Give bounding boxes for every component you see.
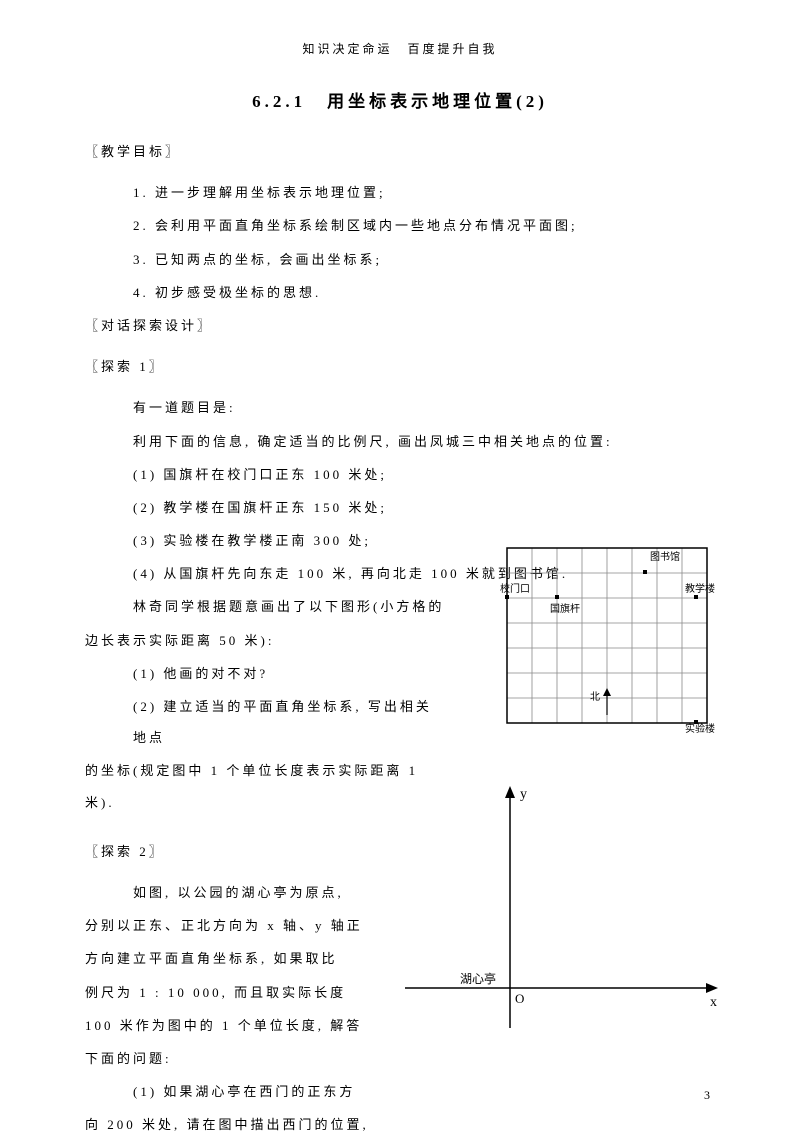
e2-q1a: (1) 如果湖心亭在西门的正东方	[85, 1076, 445, 1107]
origin-label: 湖心亭	[460, 971, 496, 986]
e1-point-2: (2) 教学楼在国旗杆正东 150 米处;	[85, 492, 715, 523]
objective-3: 3. 已知两点的坐标, 会画出坐标系;	[85, 244, 715, 275]
e1-desc: 利用下面的信息, 确定适当的比例尺, 画出凤城三中相关地点的位置:	[85, 426, 715, 457]
coord-figure: y x O 湖心亭	[390, 778, 730, 1048]
objective-4: 4. 初步感受极坐标的思想.	[85, 277, 715, 308]
grid-figure: 图书馆 校门口 国旗杆 教学楼 北 实验楼	[495, 540, 720, 735]
page-number: 3	[704, 1088, 710, 1103]
page-header: 知识决定命运 百度提升自我	[85, 40, 715, 57]
page-title: 6.2.1 用坐标表示地理位置(2)	[85, 87, 715, 112]
label-lab: 实验楼	[685, 722, 715, 735]
x-axis-label: x	[710, 995, 717, 1010]
label-north: 北	[590, 691, 600, 703]
label-gate: 校门口	[500, 582, 530, 595]
objective-2: 2. 会利用平面直角坐标系绘制区域内一些地点分布情况平面图;	[85, 210, 715, 241]
section-explore-1: 〖探索 1〗	[85, 351, 715, 382]
origin-o: O	[515, 991, 524, 1006]
section-objectives: 〖教学目标〗	[85, 136, 715, 167]
e2-q1b: 向 200 米处, 请在图中描出西门的位置,	[85, 1109, 445, 1140]
e1-q2a: (2) 建立适当的平面直角坐标系, 写出相关地点	[85, 691, 445, 753]
y-axis-label: y	[520, 787, 527, 802]
label-teach: 教学楼	[685, 582, 715, 595]
e1-q1: (1) 他画的对不对?	[85, 658, 445, 689]
section-dialog: 〖对话探索设计〗	[85, 310, 715, 341]
objective-1: 1. 进一步理解用坐标表示地理位置;	[85, 177, 715, 208]
e1-intro: 有一道题目是:	[85, 392, 715, 423]
label-library: 图书馆	[650, 550, 680, 563]
e1-point-1: (1) 国旗杆在校门口正东 100 米处;	[85, 459, 715, 490]
label-flag: 国旗杆	[550, 602, 580, 615]
